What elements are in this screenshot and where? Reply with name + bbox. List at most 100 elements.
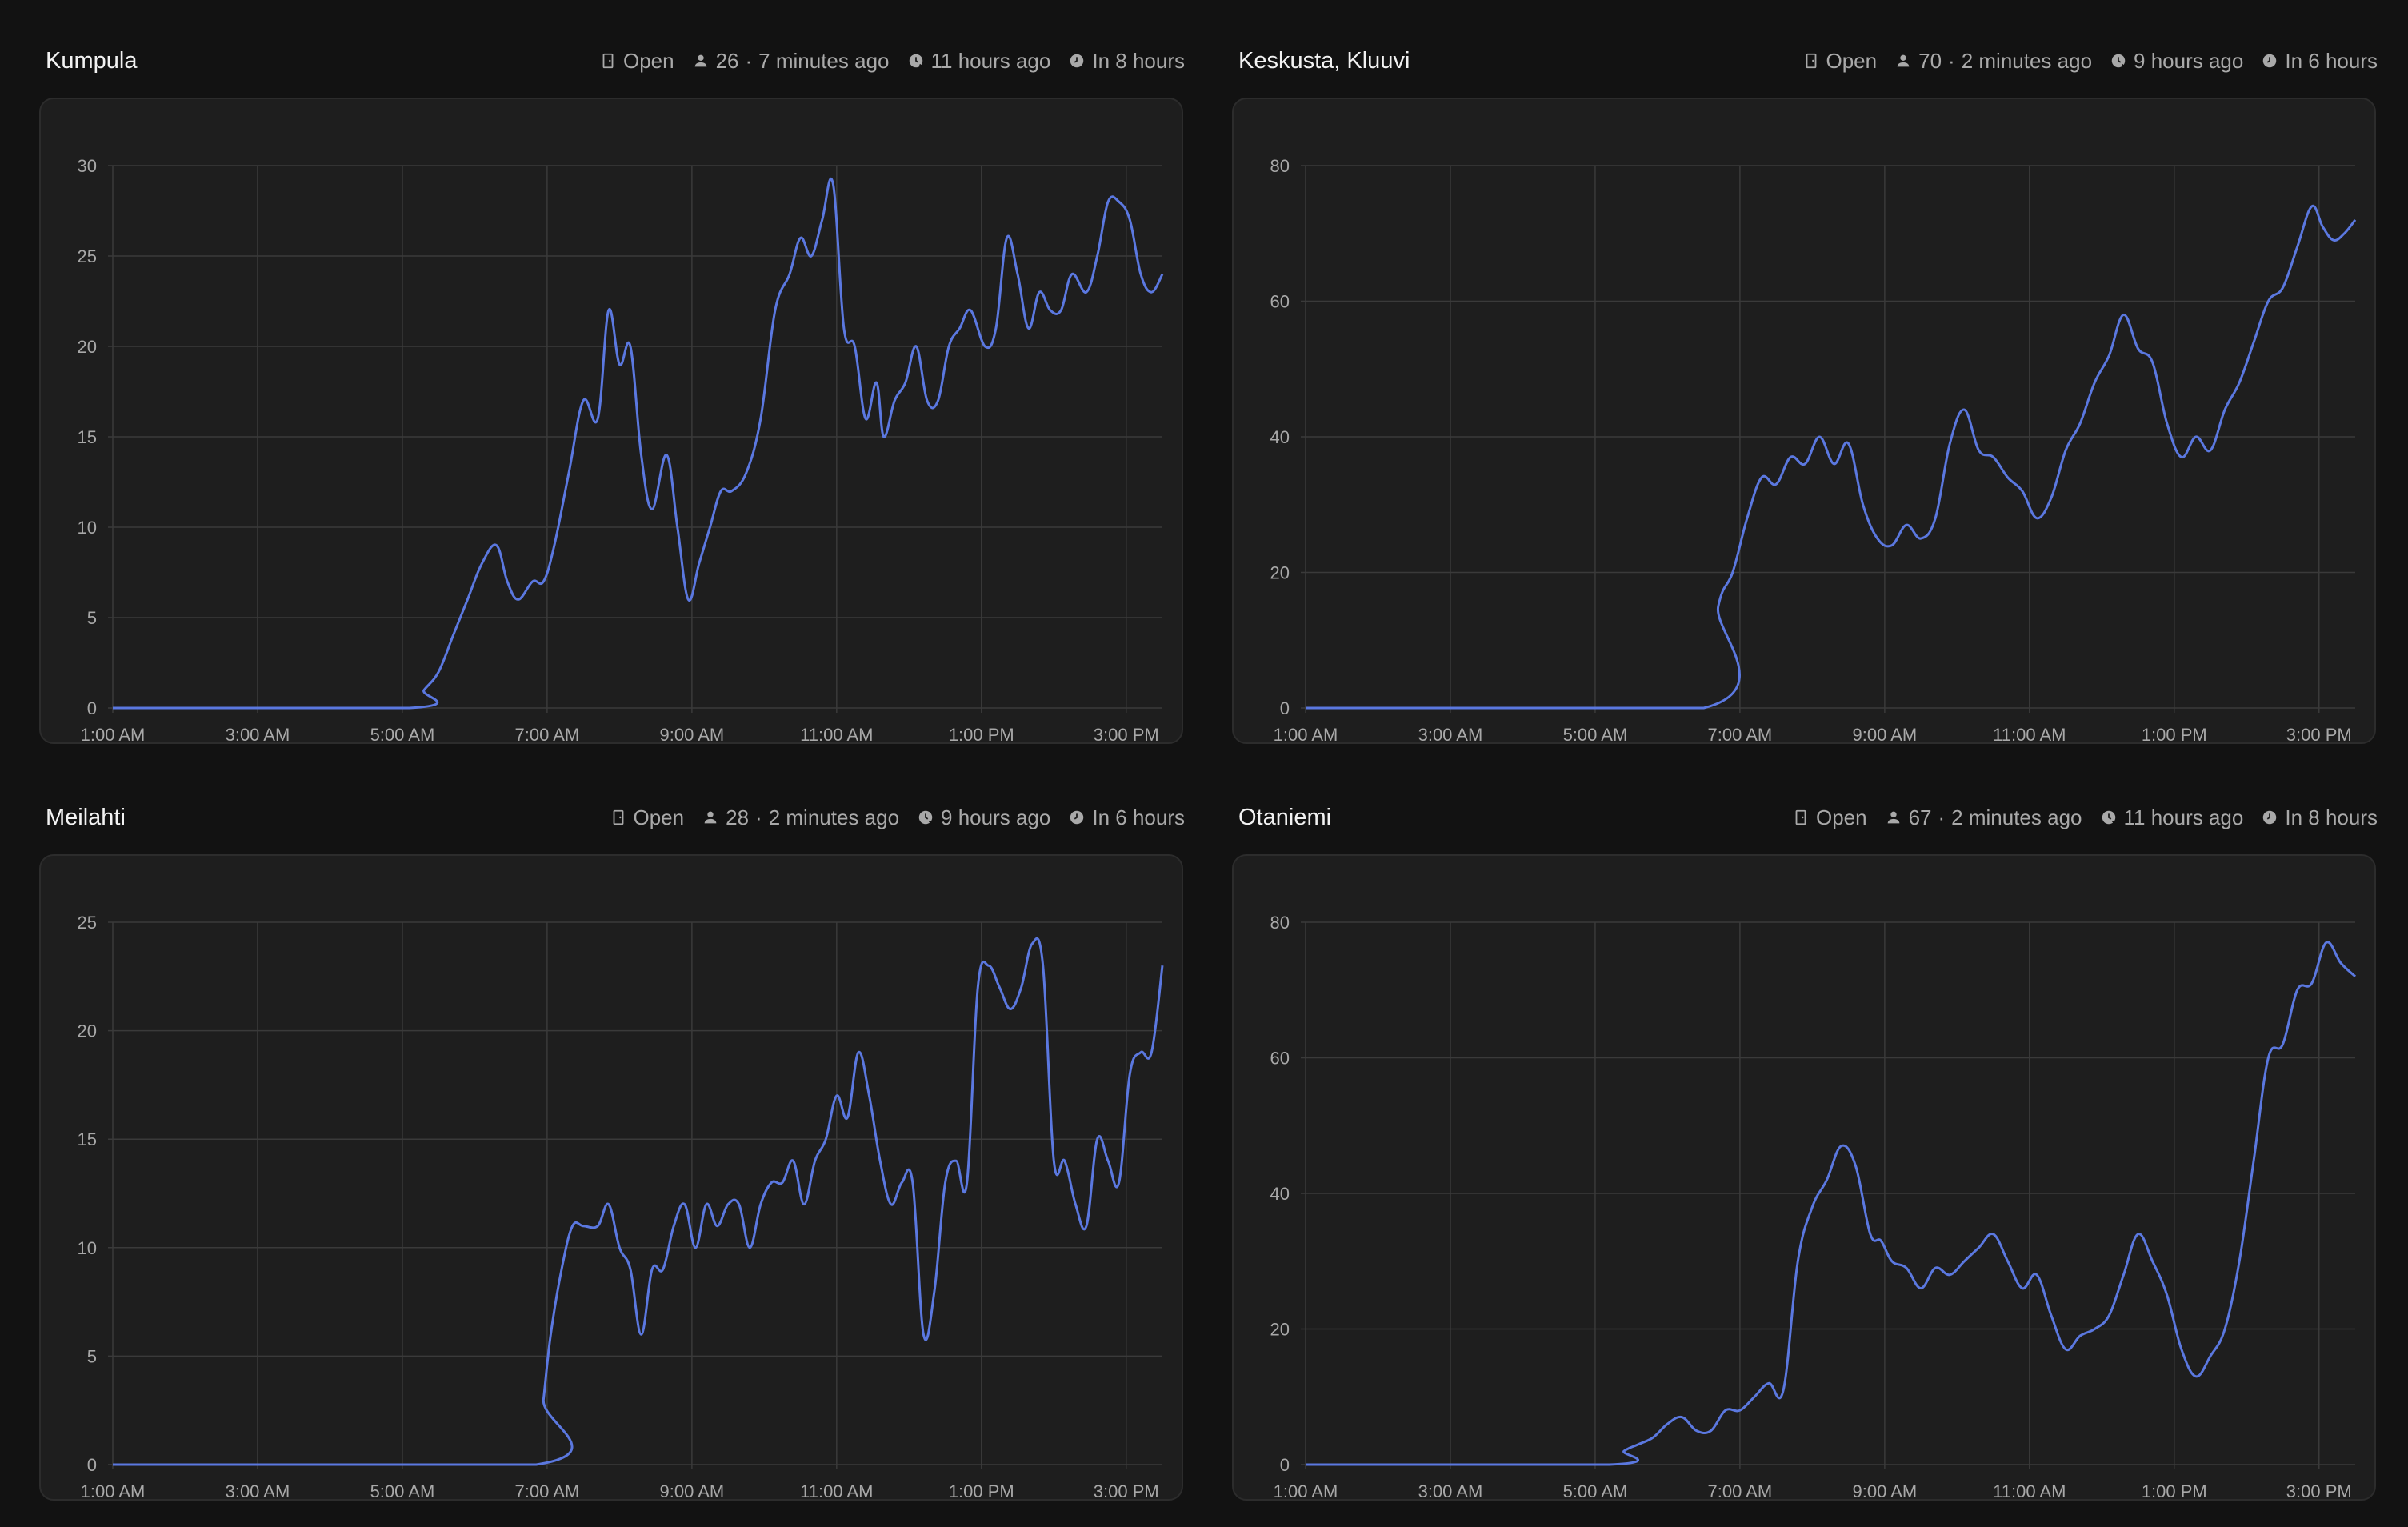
x-tick-label: 7:00 AM [515, 725, 580, 745]
panel-header: Keskusta, Kluuvi Open 70 · 2 minutes ago… [1238, 32, 2378, 90]
location-panel-kumpula: Kumpula Open 26 · 7 minutes ago 11 hours… [39, 32, 1185, 741]
panel-header: Meilahti Open 28 · 2 minutes ago 9 hours… [46, 789, 1185, 846]
closes-time: In 8 hours [2285, 805, 2378, 830]
closes-item: In 8 hours [1068, 49, 1185, 74]
panel-header: Otaniemi Open 67 · 2 minutes ago 11 hour… [1238, 789, 2378, 846]
x-tick-label: 11:00 AM [1993, 725, 2066, 745]
y-tick-label: 60 [1270, 1049, 1290, 1069]
x-tick-label: 5:00 AM [1563, 1481, 1628, 1501]
status-text: Open [634, 805, 685, 830]
clock-in-icon [2100, 809, 2118, 826]
x-tick-label: 9:00 AM [1853, 1481, 1918, 1501]
panel-title: Kumpula [46, 48, 137, 74]
x-tick-label: 3:00 PM [2286, 1481, 2352, 1501]
x-tick-label: 5:00 AM [1563, 725, 1628, 745]
opened-time: 11 hours ago [931, 49, 1051, 74]
x-tick-label: 1:00 AM [81, 725, 146, 745]
y-tick-label: 15 [78, 1129, 97, 1149]
y-tick-label: 5 [87, 1346, 97, 1366]
y-tick-label: 80 [1270, 156, 1290, 176]
status-item: Open [1792, 805, 1867, 830]
y-tick-label: 10 [78, 518, 97, 538]
updated-time: 7 minutes ago [758, 49, 889, 74]
x-tick-label: 5:00 AM [370, 1481, 435, 1501]
opened-time: 9 hours ago [2134, 49, 2243, 74]
clock-in-icon [917, 809, 934, 826]
y-tick-label: 30 [78, 156, 97, 176]
occupancy-item: 70 · 2 minutes ago [1894, 49, 2092, 74]
clock-out-icon [1068, 52, 1086, 70]
y-tick-label: 80 [1270, 913, 1290, 933]
opened-item: 9 hours ago [917, 805, 1050, 830]
panel-meta: Open 28 · 2 minutes ago 9 hours ago In 6… [610, 805, 1186, 830]
door-icon [1802, 52, 1820, 70]
opened-item: 9 hours ago [2110, 49, 2243, 74]
y-tick-label: 60 [1270, 292, 1290, 312]
x-tick-label: 7:00 AM [1708, 725, 1773, 745]
status-item: Open [610, 805, 685, 830]
chart-svg: 0 20 40 60 80 1:00 AM 3:00 AM 5:00 AM 7:00 AM 9:0… [1234, 99, 2378, 746]
closes-item: In 8 hours [2261, 805, 2378, 830]
x-tick-label: 5:00 AM [370, 725, 435, 745]
x-tick-label: 1:00 PM [949, 1481, 1014, 1501]
occupancy-item: 28 · 2 minutes ago [702, 805, 899, 830]
occupancy-chart: 0 5 10 15 20 25 1:00 AM 3:00 AM 5:00 AM 7:00 AM 9:… [39, 854, 1183, 1501]
panel-meta: Open 26 · 7 minutes ago 11 hours ago In … [599, 49, 1185, 74]
door-icon [610, 809, 627, 826]
door-icon [599, 52, 617, 70]
occupancy-item: 26 · 7 minutes ago [692, 49, 890, 74]
location-panel-meilahti: Meilahti Open 28 · 2 minutes ago 9 hours… [39, 789, 1185, 1497]
y-tick-label: 0 [1280, 698, 1290, 718]
occupancy-chart: 0 20 40 60 80 1:00 AM 3:00 AM 5:00 AM 7:00 AM 9:0… [1232, 854, 2376, 1501]
chart-svg: 0 5 10 15 20 25 30 1:00 AM 3:00 AM 5:00 AM 7:00 AM… [41, 99, 1185, 746]
x-tick-label: 3:00 PM [1094, 1481, 1159, 1501]
x-tick-label: 7:00 AM [515, 1481, 580, 1501]
x-tick-label: 11:00 AM [800, 1481, 873, 1501]
y-tick-label: 0 [87, 1455, 97, 1475]
opened-item: 11 hours ago [2100, 805, 2244, 830]
status-text: Open [1826, 49, 1878, 74]
updated-time: 2 minutes ago [1962, 49, 2092, 74]
occupancy-series-line [113, 178, 1162, 708]
panel-title: Otaniemi [1238, 805, 1331, 831]
chart-svg: 0 5 10 15 20 25 1:00 AM 3:00 AM 5:00 AM 7:00 AM 9:… [41, 856, 1185, 1502]
y-tick-label: 0 [87, 698, 97, 718]
y-tick-label: 5 [87, 608, 97, 628]
person-icon [692, 52, 710, 70]
panel-meta: Open 67 · 2 minutes ago 11 hours ago In … [1792, 805, 2378, 830]
x-tick-label: 7:00 AM [1708, 1481, 1773, 1501]
y-tick-label: 40 [1270, 1184, 1290, 1204]
x-tick-label: 3:00 PM [1094, 725, 1159, 745]
status-text: Open [623, 49, 674, 74]
location-panel-otaniemi: Otaniemi Open 67 · 2 minutes ago 11 hour… [1232, 789, 2378, 1497]
status-item: Open [599, 49, 674, 74]
person-icon [1885, 809, 1902, 826]
y-tick-label: 15 [78, 427, 97, 447]
chart-svg: 0 20 40 60 80 1:00 AM 3:00 AM 5:00 AM 7:00 AM 9:0… [1234, 856, 2378, 1502]
panel-meta: Open 70 · 2 minutes ago 9 hours ago In 6… [1802, 49, 2378, 74]
x-tick-label: 11:00 AM [800, 725, 873, 745]
closes-item: In 6 hours [1068, 805, 1185, 830]
panel-title: Meilahti [46, 805, 126, 831]
updated-time: 2 minutes ago [1951, 805, 2082, 830]
x-tick-label: 3:00 AM [226, 725, 290, 745]
clock-out-icon [2261, 52, 2278, 70]
occupancy-count: 67 [1909, 805, 1932, 830]
opened-time: 11 hours ago [2124, 805, 2244, 830]
x-tick-label: 1:00 PM [949, 725, 1014, 745]
location-panel-keskusta: Keskusta, Kluuvi Open 70 · 2 minutes ago… [1232, 32, 2378, 741]
opened-item: 11 hours ago [907, 49, 1051, 74]
occupancy-series-line [1306, 206, 2355, 708]
status-item: Open [1802, 49, 1878, 74]
status-text: Open [1816, 805, 1867, 830]
x-tick-label: 3:00 AM [1418, 1481, 1483, 1501]
occupancy-series-line [1306, 942, 2355, 1465]
clock-out-icon [1068, 809, 1086, 826]
y-tick-label: 20 [1270, 563, 1290, 583]
closes-time: In 8 hours [1092, 49, 1185, 74]
y-tick-label: 20 [78, 1021, 97, 1041]
updated-time: 2 minutes ago [769, 805, 899, 830]
occupancy-item: 67 · 2 minutes ago [1885, 805, 2082, 830]
x-tick-label: 1:00 AM [1274, 725, 1338, 745]
